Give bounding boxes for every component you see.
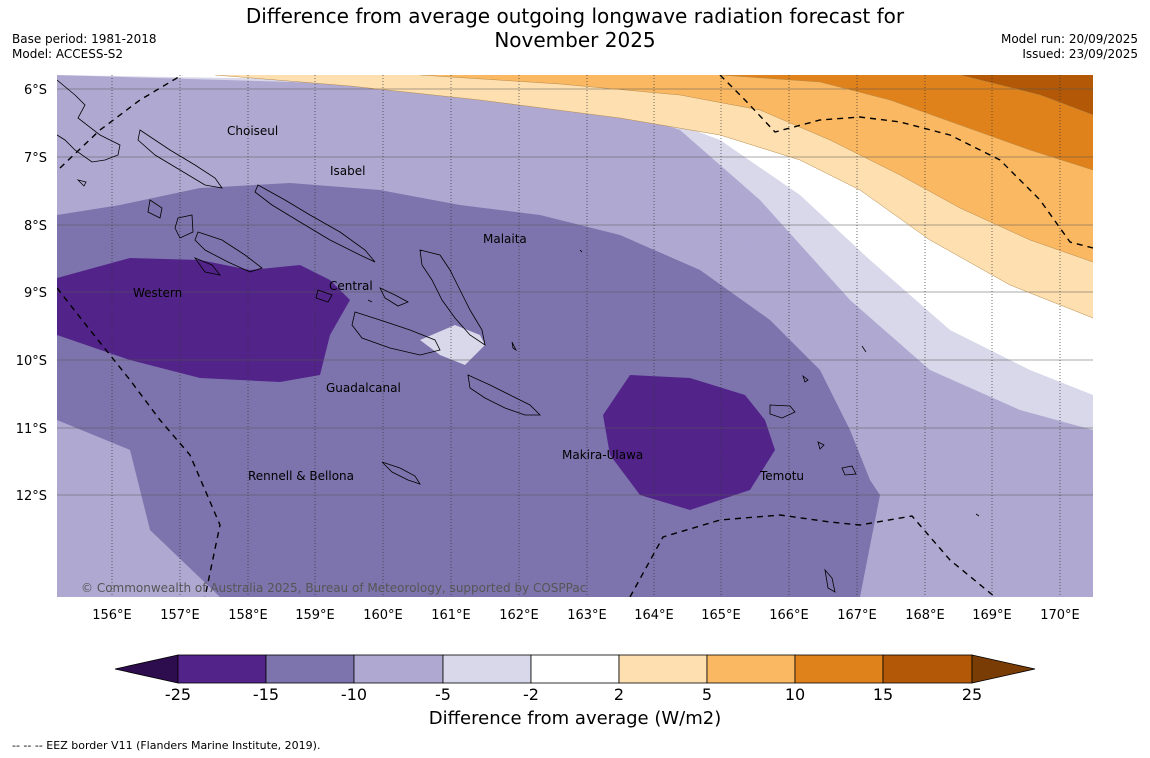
field-minus25-minus15-west bbox=[57, 258, 350, 382]
eez-border bbox=[57, 75, 1093, 597]
lat-label: 6°S bbox=[24, 83, 47, 98]
lon-label: 166°E bbox=[769, 608, 809, 623]
lon-label: 157°E bbox=[160, 608, 200, 623]
colorbar-segment bbox=[353, 654, 444, 684]
province-guadalcanal: Guadalcanal bbox=[326, 381, 401, 395]
island-bougainville bbox=[57, 79, 121, 163]
field-plus5-plus10 bbox=[420, 75, 1093, 262]
map-area: Choiseul Isabel Malaita Western Central … bbox=[57, 75, 1093, 597]
title-line-2: November 2025 bbox=[494, 28, 656, 52]
island-makira bbox=[467, 374, 541, 416]
lon-label: 168°E bbox=[905, 608, 945, 623]
island-choiseul bbox=[137, 129, 223, 189]
colorbar-tick: -2 bbox=[523, 685, 539, 704]
colorbar-tick: 2 bbox=[614, 685, 624, 704]
province-labels: Choiseul Isabel Malaita Western Central … bbox=[133, 124, 804, 483]
lon-label: 163°E bbox=[567, 608, 607, 623]
coastlines bbox=[57, 79, 980, 593]
field-patch bbox=[420, 325, 485, 365]
contour-lines bbox=[214, 75, 1093, 319]
colorbar-tick: 25 bbox=[962, 685, 982, 704]
colorbar-segment bbox=[706, 654, 796, 684]
island-vanikoro bbox=[841, 465, 857, 476]
island-tinakula bbox=[817, 441, 825, 450]
longitude-labels: 156°E 157°E 158°E 159°E 160°E 161°E 162°… bbox=[92, 608, 1080, 623]
lon-label: 156°E bbox=[92, 608, 132, 623]
latitude-grid bbox=[57, 88, 1093, 496]
map-title: Difference from average outgoing longwav… bbox=[230, 4, 920, 52]
longitude-grid bbox=[111, 75, 1061, 597]
colorbar-tick: -25 bbox=[165, 685, 191, 704]
island-central-2 bbox=[315, 289, 333, 303]
lat-label: 8°S bbox=[24, 219, 47, 234]
issued-date: Issued: 23/09/2025 bbox=[1022, 47, 1138, 61]
colorbar-tick: 10 bbox=[785, 685, 805, 704]
field-minus25-minus15-east bbox=[603, 375, 775, 510]
eez-legend: -- -- -- EEZ border V11 (Flanders Marine… bbox=[12, 739, 321, 752]
province-choiseul: Choiseul bbox=[227, 124, 278, 138]
colorbar-extend-min bbox=[114, 654, 179, 684]
colorbar-tick: -15 bbox=[253, 685, 279, 704]
colorbar-segment bbox=[882, 654, 973, 684]
lon-label: 161°E bbox=[431, 608, 471, 623]
province-temotu: Temotu bbox=[759, 469, 804, 483]
colorbar-tick: 15 bbox=[873, 685, 893, 704]
island-central-1 bbox=[379, 287, 409, 307]
lon-label: 162°E bbox=[499, 608, 539, 623]
lat-label: 10°S bbox=[16, 354, 47, 369]
lat-label: 7°S bbox=[24, 151, 47, 166]
colorbar-tick: 5 bbox=[702, 685, 712, 704]
colorbar-title: Difference from average (W/m2) bbox=[428, 708, 722, 729]
colorbar-tick: -5 bbox=[435, 685, 451, 704]
title-line-1: Difference from average outgoing longwav… bbox=[245, 4, 905, 28]
province-isabel: Isabel bbox=[330, 164, 365, 178]
lat-label: 9°S bbox=[24, 286, 47, 301]
lon-label: 158°E bbox=[228, 608, 268, 623]
colorbar-segment bbox=[794, 654, 884, 684]
colorbar-extend-max bbox=[971, 654, 1036, 684]
copyright-notice: © Commonwealth of Australia 2025, Bureau… bbox=[81, 581, 586, 595]
lon-label: 170°E bbox=[1040, 608, 1080, 623]
base-period: Base period: 1981-2018 bbox=[12, 32, 157, 46]
province-western: Western bbox=[133, 286, 182, 300]
lon-label: 164°E bbox=[634, 608, 674, 623]
lat-label: 12°S bbox=[16, 489, 47, 504]
lon-label: 169°E bbox=[972, 608, 1012, 623]
island-vella bbox=[174, 214, 194, 239]
colorbar-segment bbox=[442, 654, 532, 684]
colorbar-tick: -10 bbox=[341, 685, 367, 704]
island-shortland bbox=[147, 199, 163, 219]
lon-label: 165°E bbox=[701, 608, 741, 623]
province-makira-ulawa: Makira-Ulawa bbox=[562, 448, 643, 462]
colorbar-segment bbox=[265, 654, 355, 684]
province-central: Central bbox=[329, 279, 373, 293]
province-malaita: Malaita bbox=[483, 232, 527, 246]
island-rennell bbox=[381, 461, 421, 485]
colorbar: -25 -15 -10 -5 -2 2 5 10 15 25 bbox=[114, 654, 1036, 704]
model-name: Model: ACCESS-S2 bbox=[12, 47, 124, 61]
lon-label: 160°E bbox=[363, 608, 403, 623]
meta-left: Base period: 1981-2018 Model: ACCESS-S2 bbox=[12, 32, 157, 62]
island-isabel bbox=[254, 184, 376, 263]
colorbar-segment bbox=[618, 654, 708, 684]
island-guadalcanal bbox=[351, 311, 441, 356]
island-malaita bbox=[419, 249, 486, 346]
colorbar-segment bbox=[177, 654, 267, 684]
meta-right: Model run: 20/09/2025 Issued: 23/09/2025 bbox=[1001, 32, 1138, 62]
island-new-georgia bbox=[194, 231, 263, 273]
lat-label: 11°S bbox=[16, 422, 47, 437]
colorbar-segment bbox=[530, 654, 620, 684]
lon-label: 167°E bbox=[837, 608, 877, 623]
island-south bbox=[824, 568, 836, 593]
island-rendova bbox=[193, 257, 221, 276]
island-santa-cruz bbox=[769, 404, 796, 419]
lon-label: 159°E bbox=[295, 608, 335, 623]
province-rennell-bellona: Rennell & Bellona bbox=[248, 469, 354, 483]
model-run: Model run: 20/09/2025 bbox=[1000, 32, 1138, 46]
latitude-labels: 6°S 7°S 8°S 9°S 10°S 11°S 12°S bbox=[16, 83, 47, 504]
field-plus10-plus15 bbox=[720, 75, 1093, 170]
